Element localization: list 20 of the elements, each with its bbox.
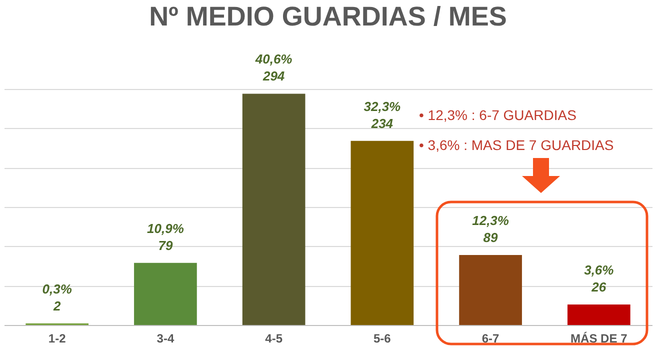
x-tick-label: MÁS DE 7 bbox=[570, 332, 628, 346]
bar bbox=[459, 254, 522, 325]
data-label: 32,3% 234 bbox=[364, 98, 402, 131]
data-label: 3,6% 26 bbox=[584, 262, 614, 295]
x-tick-label: 1-2 bbox=[48, 332, 66, 346]
x-tick-label: 3-4 bbox=[156, 332, 174, 346]
x-tick-label: 5-6 bbox=[374, 332, 392, 346]
bar bbox=[134, 262, 197, 325]
bar bbox=[567, 304, 630, 325]
data-label: 10,9% 79 bbox=[147, 220, 184, 253]
annotation: • 12,3% : 6-7 GUARDIAS bbox=[419, 107, 576, 123]
x-tick-label: 6-7 bbox=[482, 332, 500, 346]
data-label: 0,3% 2 bbox=[42, 281, 72, 314]
chart-title: Nº MEDIO GUARDIAS / MES bbox=[149, 2, 507, 32]
annotation: • 3,6% : MAS DE 7 GUARDIAS bbox=[419, 137, 614, 153]
data-label: 12,3% 89 bbox=[472, 212, 510, 245]
bar bbox=[350, 140, 414, 325]
bar bbox=[242, 94, 306, 325]
x-tick-label: 4-5 bbox=[265, 332, 283, 346]
data-label: 40,6% 294 bbox=[254, 52, 293, 84]
